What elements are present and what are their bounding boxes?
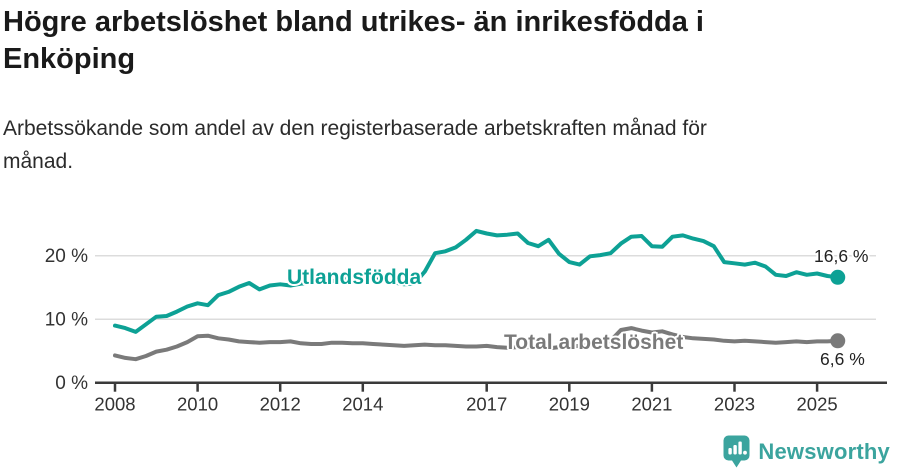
x-tick-label-2023: 2023 — [714, 394, 755, 415]
series-label-utlandsfodda: Utlandsfödda — [287, 266, 422, 289]
series-label-total-arbetsloshet: Total arbetslöshet — [504, 331, 684, 354]
page-title: Högre arbetslöshet bland utrikes- än inr… — [3, 6, 704, 75]
series-line-utlandsfodda — [113, 228, 840, 334]
bar-small — [728, 448, 733, 455]
x-tick-label-2012: 2012 — [260, 394, 301, 415]
exclamation-dot — [743, 450, 748, 455]
series-end-dot-utlandsfodda — [830, 269, 846, 285]
newsworthy-wordmark: Newsworthy — [758, 438, 890, 464]
y-tick-label-20: 20 % — [45, 246, 88, 267]
newsworthy-logo[interactable]: Newsworthy — [723, 435, 890, 468]
bar-medium — [733, 445, 738, 455]
x-tick-label-2017: 2017 — [466, 394, 507, 415]
series-line-total — [113, 326, 840, 362]
y-tick-label-0: 0 % — [55, 373, 88, 394]
newsworthy-bar-chart-bubble-icon — [723, 435, 750, 468]
end-value-label-total: 6,6 % — [820, 349, 865, 369]
x-tick-label-2019: 2019 — [549, 394, 590, 415]
end-value-label-utlandsfodda: 16,6 % — [814, 246, 869, 266]
chart-subtitle: Arbetssökande som andel av den registerb… — [3, 117, 707, 173]
x-tick-label-2010: 2010 — [177, 394, 218, 415]
series-end-dot-total — [830, 333, 846, 349]
x-tick-label-2025: 2025 — [797, 394, 838, 415]
y-tick-label-10: 10 % — [45, 310, 88, 331]
x-tick-label-2014: 2014 — [342, 394, 383, 415]
x-tick-label-2021: 2021 — [631, 394, 672, 415]
x-tick-label-2008: 2008 — [94, 394, 135, 415]
bar-tall — [738, 441, 743, 455]
